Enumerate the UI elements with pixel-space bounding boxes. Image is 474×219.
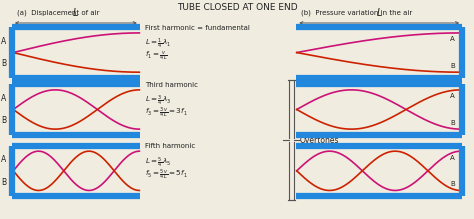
- Text: B: B: [450, 181, 455, 187]
- Text: $f_5 = \frac{5v}{4L} = 5f_1$: $f_5 = \frac{5v}{4L} = 5f_1$: [145, 168, 187, 182]
- Text: A: A: [450, 37, 455, 42]
- Text: $L$: $L$: [73, 6, 79, 18]
- Text: $L = \frac{5}{4}\lambda_5$: $L = \frac{5}{4}\lambda_5$: [145, 155, 171, 170]
- Text: (a)  Displacement of air: (a) Displacement of air: [17, 10, 99, 16]
- Text: B: B: [1, 178, 6, 187]
- Text: Fifth harmonic: Fifth harmonic: [145, 143, 195, 149]
- Text: A: A: [1, 37, 6, 46]
- Bar: [299, 86, 459, 133]
- Text: $L = \frac{1}{4}\lambda_1$: $L = \frac{1}{4}\lambda_1$: [145, 37, 171, 51]
- Text: A: A: [450, 155, 455, 161]
- Text: Third harmonic: Third harmonic: [145, 82, 198, 88]
- Text: $f_1 = \frac{v}{4L}$: $f_1 = \frac{v}{4L}$: [145, 49, 167, 62]
- Text: B: B: [450, 120, 455, 125]
- Bar: [299, 147, 459, 195]
- Text: $f_3 = \frac{3v}{4L} = 3f_1$: $f_3 = \frac{3v}{4L} = 3f_1$: [145, 106, 187, 120]
- Text: First harmonic = fundamental: First harmonic = fundamental: [145, 25, 249, 31]
- Text: B: B: [450, 63, 455, 69]
- Text: Overtones: Overtones: [300, 136, 339, 145]
- Text: $L$: $L$: [376, 6, 383, 18]
- Text: A: A: [450, 94, 455, 99]
- Bar: [15, 86, 137, 133]
- Bar: [299, 29, 459, 76]
- Text: $L = \frac{3}{4}\lambda_3$: $L = \frac{3}{4}\lambda_3$: [145, 94, 171, 108]
- Bar: [15, 29, 137, 76]
- Bar: [15, 147, 137, 195]
- Text: A: A: [1, 155, 6, 164]
- Text: TUBE CLOSED AT ONE END: TUBE CLOSED AT ONE END: [177, 3, 297, 12]
- Text: A: A: [1, 94, 6, 103]
- Text: B: B: [1, 116, 6, 125]
- Text: (b)  Pressure variation in the air: (b) Pressure variation in the air: [301, 10, 412, 16]
- Text: B: B: [1, 59, 6, 68]
